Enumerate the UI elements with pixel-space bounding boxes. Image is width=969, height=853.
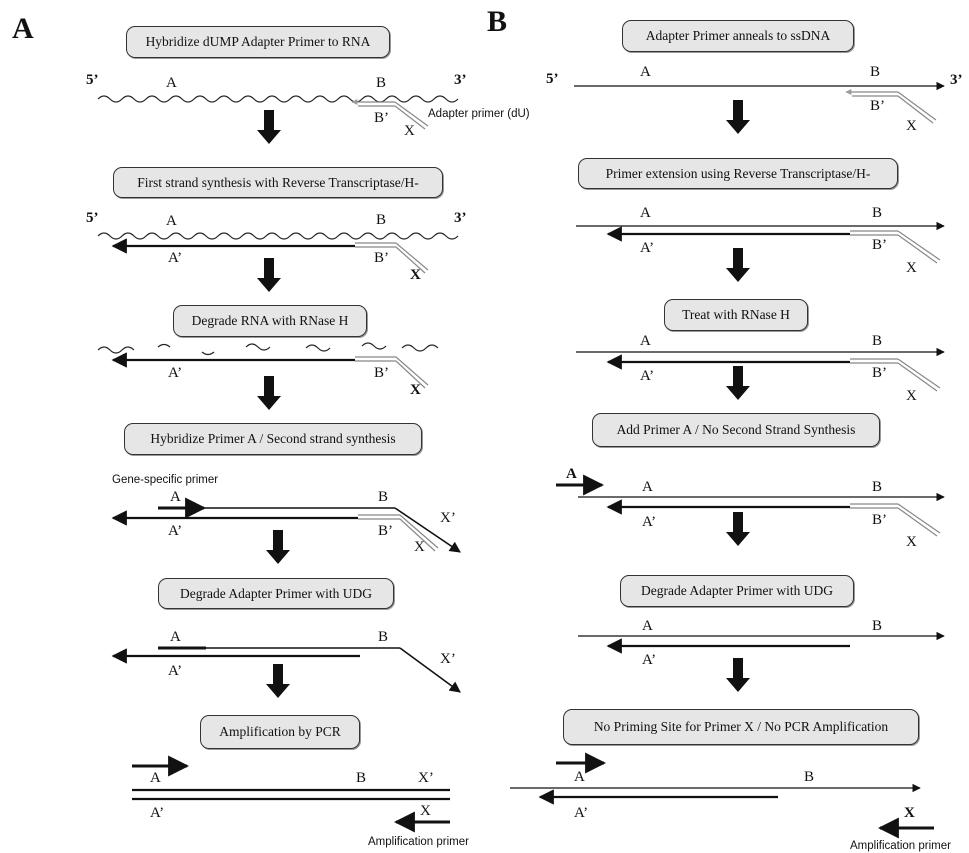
a-r2-label-b: B	[376, 212, 387, 228]
b-r1-three-prime: 3’	[950, 72, 963, 88]
a-r2-label-b-prime: B’	[374, 250, 389, 266]
a-r6-label-x-prime: X’	[418, 770, 434, 786]
b-r2-label-a: A	[640, 205, 651, 221]
b-adapter-primer-3	[850, 358, 941, 392]
b-r6-label-x: X	[904, 805, 915, 821]
b-r1-label-x: X	[906, 118, 917, 134]
b-r2-label-x: X	[906, 260, 917, 276]
a-rna-fragments	[97, 342, 439, 356]
a-second-strand-tail	[394, 507, 461, 553]
b-adapter-primer-4	[850, 503, 941, 537]
a-step-5-box: Degrade Adapter Primer with UDG	[158, 578, 394, 609]
b-r1-label-b: B	[870, 64, 881, 80]
b-r3-label-b-prime: B’	[872, 365, 887, 381]
a-r1-three-prime: 3’	[454, 72, 467, 88]
a-adapter-primer-1	[351, 99, 429, 130]
a-second-strand-tail-5	[399, 647, 461, 693]
a-r1-label-x: X	[404, 123, 415, 139]
b-step-4-box: Add Primer A / No Second Strand Synthesi…	[592, 413, 880, 447]
b-r1-label-a: A	[640, 64, 651, 80]
a-step-3-box: Degrade RNA with RNase H	[173, 305, 367, 337]
b-r4-label-a-prime: A’	[642, 514, 657, 530]
b-step-2-box: Primer extension using Reverse Transcrip…	[578, 158, 898, 189]
a-rna-strand-1	[97, 95, 459, 103]
a-r1-label-b: B	[376, 75, 387, 91]
a-r5-label-a-prime: A’	[168, 663, 183, 679]
b-step-3-box: Treat with RNase H	[664, 299, 808, 331]
a-r3-label-a-prime: A’	[168, 365, 183, 381]
a-r4-label-b-prime: B’	[378, 523, 393, 539]
b-adapter-primer-1	[845, 89, 937, 124]
a-adapter-primer-3	[355, 356, 429, 389]
a-adapter-primer-label: Adapter primer (dU)	[428, 108, 530, 120]
a-rna-strand-2	[97, 232, 459, 240]
b-r2-label-b: B	[872, 205, 883, 221]
a-r6-label-b: B	[356, 770, 367, 786]
b-r4-label-b: B	[872, 479, 883, 495]
b-step-5-box: Degrade Adapter Primer with UDG	[620, 575, 854, 607]
a-adapter-primer-4	[358, 514, 439, 552]
b-amplification-primer-label: Amplification primer	[850, 840, 951, 852]
b-r2-label-b-prime: B’	[872, 237, 887, 253]
a-amplification-primer-label: Amplification primer	[368, 836, 469, 848]
b-r3-label-x: X	[906, 388, 917, 404]
a-r5-label-b: B	[378, 629, 389, 645]
panel-a-letter: A	[12, 12, 34, 45]
b-r4-label-a: A	[642, 479, 653, 495]
b-r6-label-a: A	[574, 769, 585, 785]
b-r5-label-a-prime: A’	[642, 652, 657, 668]
a-r2-label-a: A	[166, 213, 177, 229]
a-adapter-primer-2	[355, 242, 429, 274]
b-r4-label-b-prime: B’	[872, 512, 887, 528]
a-step-6-box: Amplification by PCR	[200, 715, 360, 749]
a-r6-label-x: X	[420, 803, 431, 819]
b-r3-label-a: A	[640, 333, 651, 349]
a-r2-label-x: X	[410, 267, 421, 283]
b-r4-label-x: X	[906, 534, 917, 550]
a-r1-label-a: A	[166, 75, 177, 91]
a-r3-label-x: X	[410, 382, 421, 398]
a-r2-five-prime: 5’	[86, 210, 99, 226]
a-r5-label-x-prime: X’	[440, 651, 456, 667]
a-r3-label-b-prime: B’	[374, 365, 389, 381]
b-step-6-box: No Priming Site for Primer X / No PCR Am…	[563, 709, 919, 745]
a-r4-label-a: A	[170, 489, 181, 505]
b-r3-label-b: B	[872, 333, 883, 349]
a-step-1-box: Hybridize dUMP Adapter Primer to RNA	[126, 26, 390, 58]
a-r4-label-x: X	[414, 539, 425, 555]
b-r3-label-a-prime: A’	[640, 368, 655, 384]
a-r4-label-x-prime: X’	[440, 510, 456, 526]
a-r2-three-prime: 3’	[454, 210, 467, 226]
a-step-2-box: First strand synthesis with Reverse Tran…	[113, 167, 443, 198]
a-r2-label-a-prime: A’	[168, 250, 183, 266]
b-step-1-box: Adapter Primer anneals to ssDNA	[622, 20, 854, 52]
b-r4-primer-label-a: A	[566, 466, 577, 482]
a-r4-label-a-prime: A’	[168, 523, 183, 539]
panel-b-letter: B	[487, 5, 508, 38]
a-r6-label-a: A	[150, 770, 161, 786]
b-r5-label-b: B	[872, 618, 883, 634]
a-r1-label-b-prime: B’	[374, 110, 389, 126]
a-r5-label-a: A	[170, 629, 181, 645]
b-r6-label-b: B	[804, 769, 815, 785]
b-r2-label-a-prime: A’	[640, 240, 655, 256]
a-r4-label-b: B	[378, 489, 389, 505]
a-process-arrows	[257, 110, 290, 698]
a-gene-specific-primer-label: Gene-specific primer	[112, 474, 219, 486]
b-r6-label-a-prime: A’	[574, 805, 589, 821]
a-r1-five-prime: 5’	[86, 72, 99, 88]
b-process-arrows	[726, 100, 750, 692]
b-r5-label-a: A	[642, 618, 653, 634]
b-adapter-primer-2	[850, 230, 941, 264]
b-r1-five-prime: 5’	[546, 71, 559, 87]
a-step-4-box: Hybridize Primer A / Second strand synth…	[124, 423, 422, 455]
b-r1-label-b-prime: B’	[870, 98, 885, 114]
a-r6-label-a-prime: A’	[150, 805, 165, 821]
